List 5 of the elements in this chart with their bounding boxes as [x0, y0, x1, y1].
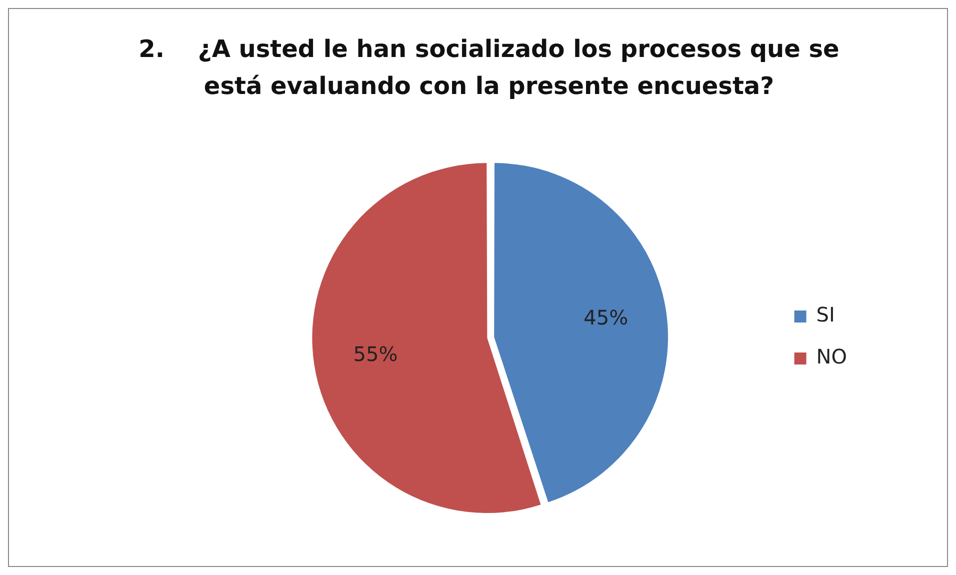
data-label: 55% — [353, 342, 398, 366]
legend-label: SI — [816, 302, 835, 327]
data-label: 45% — [584, 305, 628, 330]
legend-label: NO — [816, 344, 847, 369]
chart-title: 2. ¿A usted le han socializado los procesos que se está evaluando con la presente encuesta? — [138, 34, 840, 102]
